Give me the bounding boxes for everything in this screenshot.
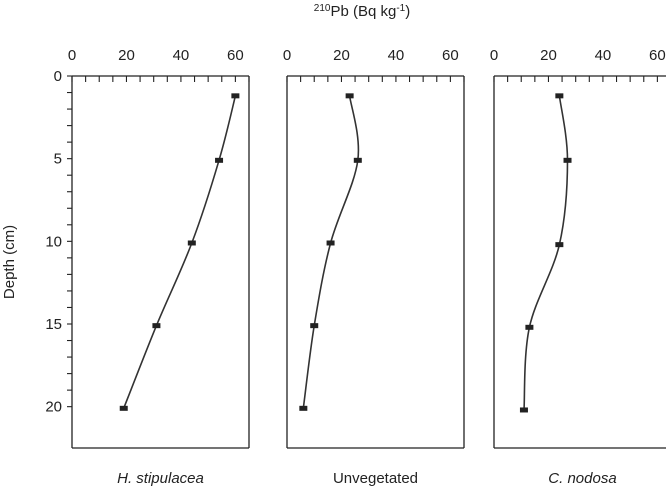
x-tick-label: 20 — [118, 47, 135, 64]
data-point — [299, 405, 308, 411]
data-point — [119, 405, 128, 411]
y-tick-label: 10 — [45, 233, 62, 250]
y-tick-label: 0 — [54, 68, 62, 85]
chart-title: 210Pb (Bq kg-1) — [314, 3, 410, 20]
x-tick-label: 40 — [388, 47, 405, 64]
data-point — [525, 324, 534, 330]
panel-name-label: C. nodosa — [548, 470, 616, 487]
data-point — [187, 240, 196, 246]
x-tick-label: 0 — [68, 47, 76, 64]
title-exponent: -1 — [396, 3, 405, 14]
panel-1: 0 20 40 60 H. stipulacea — [67, 47, 250, 487]
x-tick-label: 0 — [283, 47, 291, 64]
panel-name-label: Unvegetated — [333, 470, 418, 487]
x-tick-label: 40 — [173, 47, 190, 64]
data-point — [231, 93, 240, 99]
data-point — [310, 323, 319, 329]
data-point — [519, 407, 528, 413]
data-point — [563, 157, 572, 163]
data-point — [345, 93, 354, 99]
profile-line — [523, 95, 569, 411]
x-tick-label: 20 — [540, 47, 557, 64]
profile-line — [122, 95, 237, 409]
panels-group: 0 5 10 15 20 0 20 40 60 H. stipulacea 0 20 40 60 Unveg… — [45, 47, 666, 487]
data-point — [152, 323, 161, 329]
y-tick-label: 20 — [45, 399, 62, 416]
x-tick-label: 20 — [333, 47, 350, 64]
panel-2: 0 20 40 60 Unvegetated — [283, 47, 465, 487]
x-tick-label: 60 — [442, 47, 459, 64]
title-superscript: 210 — [314, 3, 331, 14]
profile-line — [302, 95, 360, 409]
x-tick-label: 0 — [490, 47, 498, 64]
data-point — [555, 242, 564, 248]
x-tick-label: 60 — [649, 47, 666, 64]
title-close: ) — [405, 3, 410, 20]
x-tick-label: 40 — [595, 47, 612, 64]
y-tick-label: 15 — [45, 316, 62, 333]
panel-name-label: H. stipulacea — [117, 470, 204, 487]
x-tick-label: 60 — [227, 47, 244, 64]
data-point — [353, 157, 362, 163]
y-tick-label: 5 — [54, 151, 62, 168]
title-main: Pb (Bq kg — [330, 3, 396, 20]
data-point — [215, 157, 224, 163]
data-point — [555, 93, 564, 99]
data-point — [326, 240, 335, 246]
panel-3: 0 20 40 60 C. nodosa — [490, 47, 666, 487]
y-axis-label: Depth (cm) — [1, 225, 18, 299]
